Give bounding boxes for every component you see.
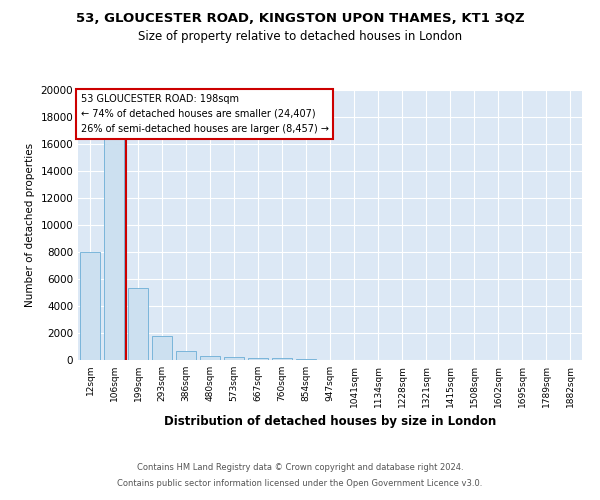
Bar — [248, 358, 268, 360]
Bar — [176, 351, 196, 360]
Bar — [272, 358, 292, 360]
Text: Contains public sector information licensed under the Open Government Licence v3: Contains public sector information licen… — [118, 478, 482, 488]
Bar — [80, 252, 100, 360]
Bar — [152, 336, 172, 360]
Text: Size of property relative to detached houses in London: Size of property relative to detached ho… — [138, 30, 462, 43]
Bar — [224, 357, 244, 360]
Bar — [200, 356, 220, 360]
Bar — [128, 288, 148, 360]
Text: 53, GLOUCESTER ROAD, KINGSTON UPON THAMES, KT1 3QZ: 53, GLOUCESTER ROAD, KINGSTON UPON THAME… — [76, 12, 524, 26]
X-axis label: Distribution of detached houses by size in London: Distribution of detached houses by size … — [164, 416, 496, 428]
Text: Contains HM Land Registry data © Crown copyright and database right 2024.: Contains HM Land Registry data © Crown c… — [137, 464, 463, 472]
Text: 53 GLOUCESTER ROAD: 198sqm
← 74% of detached houses are smaller (24,407)
26% of : 53 GLOUCESTER ROAD: 198sqm ← 74% of deta… — [80, 94, 329, 134]
Bar — [296, 359, 316, 360]
Bar — [104, 136, 124, 360]
Y-axis label: Number of detached properties: Number of detached properties — [25, 143, 35, 307]
